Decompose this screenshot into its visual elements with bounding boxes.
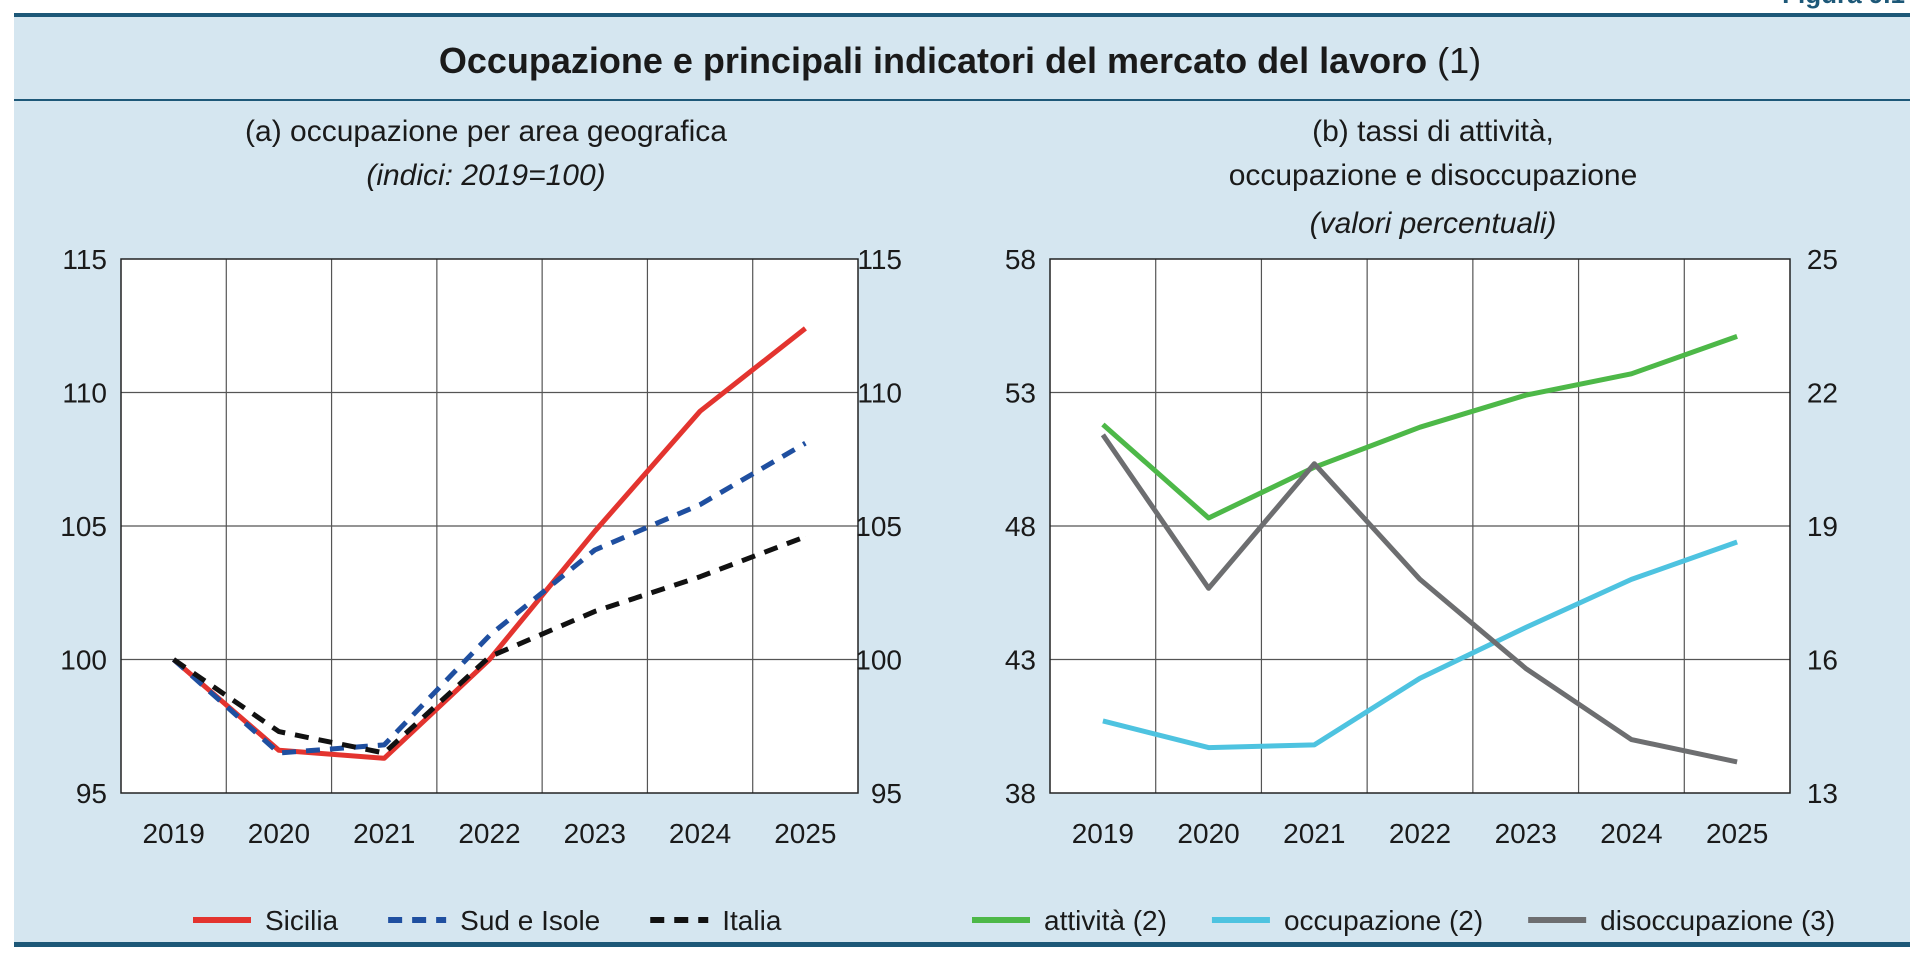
top-rule (14, 13, 1910, 17)
y-right-tick-label: 100 (855, 645, 902, 676)
legend-label: Italia (722, 905, 782, 936)
y-right-tick-label: 22 (1807, 378, 1838, 409)
y-tick-label: 115 (62, 244, 107, 275)
y-tick-label: 48 (1005, 511, 1036, 542)
y-tick-label: 105 (60, 511, 107, 542)
x-tick-label: 2024 (669, 818, 731, 849)
chart-b-subtitle: (valori percentuali) (1310, 207, 1557, 240)
title-text: Occupazione e principali indicatori del … (439, 40, 1427, 81)
x-tick-label: 2019 (142, 818, 204, 849)
y-right-tick-label: 25 (1807, 244, 1838, 275)
chart-a-subtitle: (indici: 2019=100) (366, 159, 605, 192)
chart-b-title: (b) tassi di attività, (1312, 115, 1554, 148)
y-tick-label: 110 (62, 378, 107, 409)
y-right-tick-label: 13 (1807, 778, 1838, 809)
x-tick-label: 2021 (1283, 818, 1345, 849)
x-tick-label: 2023 (564, 818, 626, 849)
x-tick-label: 2020 (1177, 818, 1239, 849)
x-tick-label: 2025 (774, 818, 836, 849)
x-tick-label: 2025 (1706, 818, 1768, 849)
y-right-tick-label: 19 (1807, 511, 1838, 542)
chart-a-title: (a) occupazione per area geografica (245, 115, 727, 148)
legend: attività (2) occupazione (2) disoccupazion… (972, 905, 1835, 936)
title-rule (14, 99, 1910, 101)
x-tick-label: 2024 (1600, 818, 1662, 849)
title-note: (1) (1427, 40, 1481, 81)
chart-b-title-line2: occupazione e disoccupazione (1229, 159, 1638, 192)
figure-label: Figura 9.1 (1782, 0, 1905, 9)
x-tick-label: 2022 (458, 818, 520, 849)
chart-a: 95 100 105 110 115 95 100 105 110 115 2019 2020 2021… (60, 244, 902, 936)
figure-title: Occupazione e principali indicatori del … (439, 40, 1481, 81)
y-tick-label: 53 (1005, 378, 1036, 409)
y-right-tick-label: 110 (857, 378, 902, 409)
y-right-tick-label: 105 (855, 511, 902, 542)
legend-label: attività (2) (1044, 905, 1167, 936)
y-right-tick-label: 115 (857, 244, 902, 275)
y-tick-label: 100 (60, 645, 107, 676)
y-tick-label: 38 (1005, 778, 1036, 809)
chart-b: 38 43 48 53 58 13 16 19 22 25 2019 2020 2021 2022 2023… (972, 244, 1838, 936)
legend-label: Sicilia (265, 905, 339, 936)
x-tick-label: 2019 (1072, 818, 1134, 849)
x-tick-label: 2020 (248, 818, 310, 849)
legend-label: Sud e Isole (460, 905, 600, 936)
x-tick-label: 2023 (1495, 818, 1557, 849)
y-tick-label: 43 (1005, 645, 1036, 676)
x-tick-label: 2022 (1389, 818, 1451, 849)
y-tick-label: 95 (76, 778, 107, 809)
y-tick-label: 58 (1005, 244, 1036, 275)
legend-label: occupazione (2) (1284, 905, 1483, 936)
legend-label: disoccupazione (3) (1600, 905, 1835, 936)
y-right-tick-label: 95 (871, 778, 902, 809)
x-tick-label: 2021 (353, 818, 415, 849)
y-right-tick-label: 16 (1807, 645, 1838, 676)
bottom-rule (14, 942, 1910, 947)
